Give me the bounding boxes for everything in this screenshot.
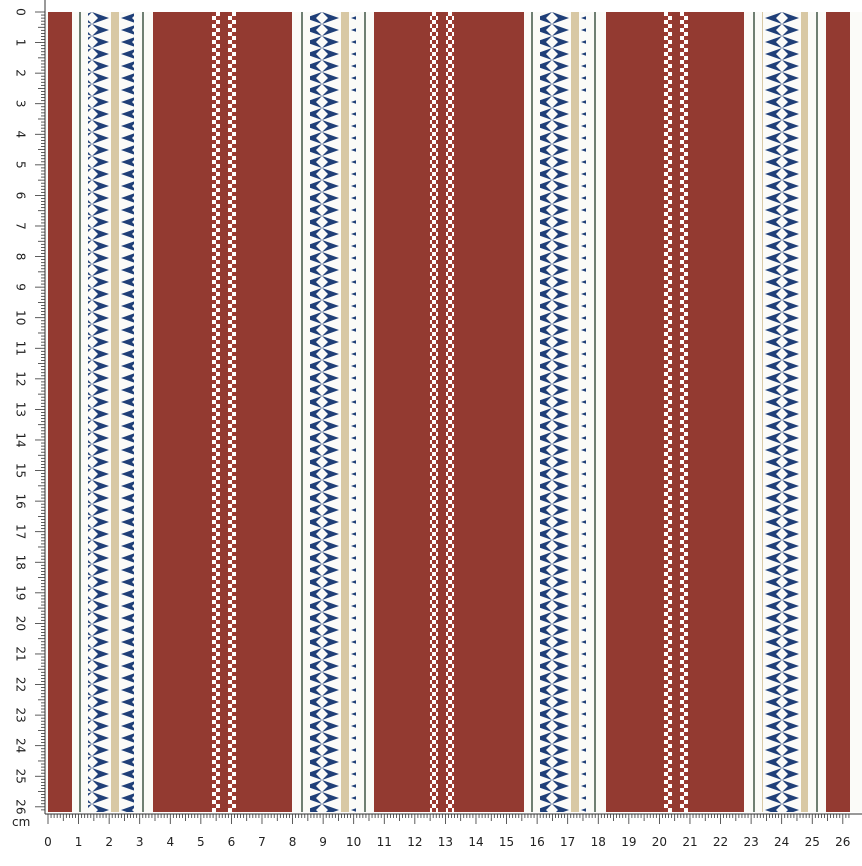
check-stripe bbox=[446, 12, 454, 812]
x-ruler-label: 14 bbox=[468, 835, 483, 849]
y-ruler-label: 12 bbox=[14, 371, 28, 386]
x-ruler-label: 3 bbox=[136, 835, 144, 849]
y-ruler-label: 5 bbox=[14, 161, 28, 169]
y-ruler-label: 14 bbox=[14, 432, 28, 447]
x-ruler-label: 6 bbox=[228, 835, 236, 849]
y-ruler-label: 24 bbox=[14, 738, 28, 753]
y-ruler-label: 21 bbox=[14, 646, 28, 661]
check-center bbox=[438, 12, 446, 812]
zigzag-stripe bbox=[762, 12, 808, 812]
x-ruler-label: 10 bbox=[346, 835, 361, 849]
x-ruler-label: 1 bbox=[75, 835, 83, 849]
x-ruler-label: 26 bbox=[835, 835, 850, 849]
y-ruler-label: 18 bbox=[14, 555, 28, 570]
red-stripe bbox=[826, 12, 850, 812]
x-ruler-label: 11 bbox=[377, 835, 392, 849]
x-ruler-label: 18 bbox=[591, 835, 606, 849]
y-ruler-label: 26 bbox=[14, 799, 28, 814]
y-ruler-label: 20 bbox=[14, 616, 28, 631]
x-ruler-label: 22 bbox=[713, 835, 728, 849]
zigzag-stripe bbox=[310, 12, 356, 812]
x-ruler-label: 0 bbox=[44, 835, 52, 849]
fabric bbox=[48, 12, 850, 812]
y-ruler-label: 6 bbox=[14, 192, 28, 200]
x-ruler-label: 25 bbox=[805, 835, 820, 849]
red-stripe bbox=[48, 12, 72, 812]
y-ruler-label: 22 bbox=[14, 677, 28, 692]
check-center bbox=[220, 12, 228, 812]
check-stripe bbox=[430, 12, 438, 812]
x-ruler-label: 15 bbox=[499, 835, 514, 849]
y-ruler-label: 3 bbox=[14, 100, 28, 108]
x-ruler-label: 24 bbox=[774, 835, 789, 849]
y-ruler-label: 19 bbox=[14, 585, 28, 600]
x-ruler-label: 5 bbox=[197, 835, 205, 849]
x-ruler-label: 9 bbox=[319, 835, 327, 849]
y-ruler-label: 1 bbox=[14, 39, 28, 47]
check-stripe bbox=[228, 12, 236, 812]
y-ruler-label: 2 bbox=[14, 69, 28, 77]
zigzag-stripe bbox=[540, 12, 586, 812]
y-ruler-label: 7 bbox=[14, 222, 28, 230]
x-ruler-label: 17 bbox=[560, 835, 575, 849]
y-ruler-label: 0 bbox=[14, 8, 28, 16]
y-ruler-label: 8 bbox=[14, 253, 28, 261]
y-ruler-label: 16 bbox=[14, 493, 28, 508]
y-ruler-label: 15 bbox=[14, 463, 28, 478]
x-ruler-label: 4 bbox=[166, 835, 174, 849]
x-ruler-label: 13 bbox=[438, 835, 453, 849]
y-ruler-label: 23 bbox=[14, 707, 28, 722]
x-ruler-label: 21 bbox=[682, 835, 697, 849]
ruler-bottom bbox=[0, 812, 862, 862]
y-ruler-label: 17 bbox=[14, 524, 28, 539]
x-ruler-label: 19 bbox=[621, 835, 636, 849]
x-ruler-label: 16 bbox=[529, 835, 544, 849]
y-ruler-label: 9 bbox=[14, 283, 28, 291]
y-ruler-label: 25 bbox=[14, 769, 28, 784]
x-ruler-label: 23 bbox=[743, 835, 758, 849]
y-ruler-label: 13 bbox=[14, 402, 28, 417]
y-ruler-label: 11 bbox=[14, 341, 28, 356]
check-stripe bbox=[680, 12, 688, 812]
x-ruler-label: 12 bbox=[407, 835, 422, 849]
x-ruler-label: 7 bbox=[258, 835, 266, 849]
ruler-unit: cm bbox=[12, 815, 30, 829]
x-ruler-label: 2 bbox=[105, 835, 113, 849]
x-ruler-label: 20 bbox=[652, 835, 667, 849]
check-stripe bbox=[664, 12, 672, 812]
x-ruler-label: 8 bbox=[289, 835, 297, 849]
y-ruler-label: 10 bbox=[14, 310, 28, 325]
y-ruler-label: 4 bbox=[14, 130, 28, 138]
ruler-left bbox=[0, 0, 45, 862]
check-center bbox=[672, 12, 680, 812]
check-stripe bbox=[212, 12, 220, 812]
zigzag-stripe bbox=[88, 12, 134, 812]
